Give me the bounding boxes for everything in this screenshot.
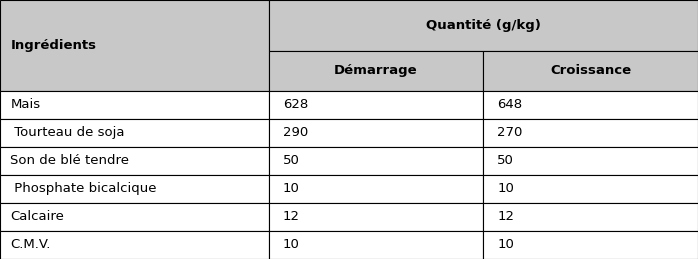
Text: Démarrage: Démarrage bbox=[334, 64, 418, 77]
Text: 12: 12 bbox=[283, 210, 299, 224]
Text: Mais: Mais bbox=[10, 98, 40, 111]
Bar bbox=[0, 0, 269, 91]
Text: 50: 50 bbox=[283, 154, 299, 167]
Bar bbox=[0, 147, 269, 175]
Text: 12: 12 bbox=[497, 210, 514, 224]
Bar bbox=[269, 175, 483, 203]
Bar bbox=[0, 231, 269, 259]
Bar bbox=[269, 0, 698, 51]
Bar bbox=[0, 119, 269, 147]
Bar bbox=[0, 175, 269, 203]
Bar bbox=[483, 231, 698, 259]
Text: Ingrédients: Ingrédients bbox=[10, 39, 96, 52]
Text: 10: 10 bbox=[497, 239, 514, 251]
Bar bbox=[269, 147, 483, 175]
Bar bbox=[483, 203, 698, 231]
Text: Croissance: Croissance bbox=[550, 64, 631, 77]
Text: Phosphate bicalcique: Phosphate bicalcique bbox=[10, 182, 157, 195]
Text: C.M.V.: C.M.V. bbox=[10, 239, 51, 251]
Bar bbox=[483, 175, 698, 203]
Bar bbox=[269, 119, 483, 147]
Bar bbox=[269, 203, 483, 231]
Bar bbox=[483, 51, 698, 91]
Text: Tourteau de soja: Tourteau de soja bbox=[10, 126, 125, 139]
Text: Son de blé tendre: Son de blé tendre bbox=[10, 154, 129, 167]
Bar bbox=[0, 203, 269, 231]
Text: 50: 50 bbox=[497, 154, 514, 167]
Text: Calcaire: Calcaire bbox=[10, 210, 64, 224]
Text: 10: 10 bbox=[497, 182, 514, 195]
Bar bbox=[483, 147, 698, 175]
Bar bbox=[483, 91, 698, 119]
Bar bbox=[269, 51, 483, 91]
Text: 10: 10 bbox=[283, 182, 299, 195]
Text: 648: 648 bbox=[497, 98, 522, 111]
Bar bbox=[269, 91, 483, 119]
Text: Quantité (g/kg): Quantité (g/kg) bbox=[426, 19, 541, 32]
Text: 290: 290 bbox=[283, 126, 308, 139]
Bar bbox=[0, 91, 269, 119]
Bar bbox=[483, 119, 698, 147]
Text: 628: 628 bbox=[283, 98, 308, 111]
Bar bbox=[269, 231, 483, 259]
Text: 270: 270 bbox=[497, 126, 523, 139]
Text: 10: 10 bbox=[283, 239, 299, 251]
